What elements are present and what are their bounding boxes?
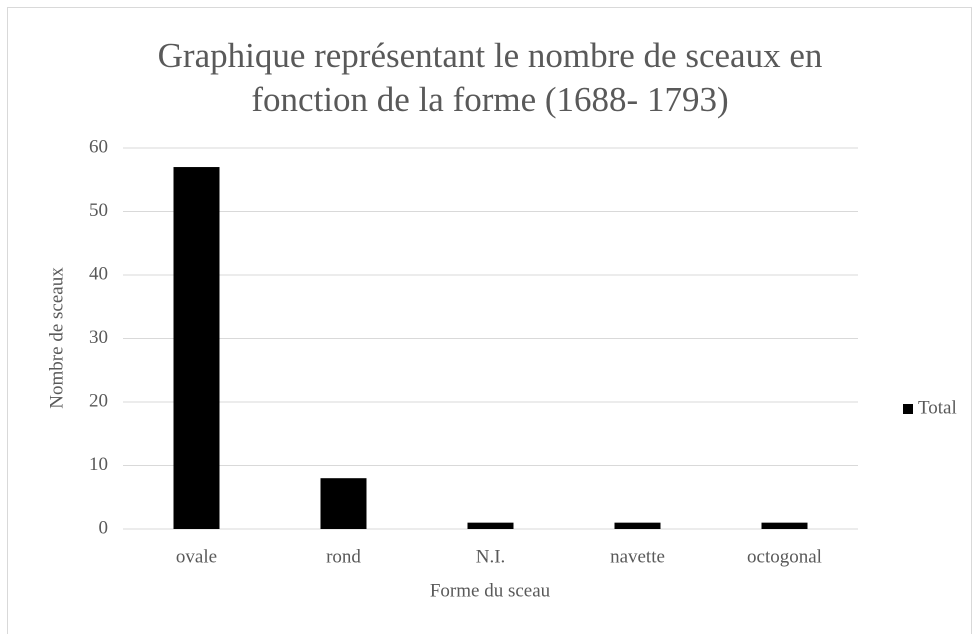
chart-border [7, 7, 972, 634]
bar [614, 522, 661, 529]
bar [467, 522, 514, 529]
x-axis-label: Forme du sceau [430, 580, 551, 601]
legend-label: Total [918, 397, 957, 418]
bar [173, 167, 220, 530]
bar [320, 478, 367, 529]
y-tick-label: 0 [99, 517, 109, 538]
x-tick-label: N.I. [476, 546, 506, 567]
legend-swatch [903, 404, 913, 414]
y-tick-label: 50 [89, 200, 108, 221]
x-tick-label: octogonal [747, 546, 822, 567]
y-tick-label: 10 [89, 454, 108, 475]
x-tick-label: rond [326, 546, 361, 567]
x-tick-label: ovale [176, 546, 217, 567]
y-axis-label: Nombre de sceaux [46, 267, 67, 409]
bar [761, 522, 808, 529]
y-tick-label: 40 [89, 263, 108, 284]
y-tick-label: 20 [89, 390, 108, 411]
x-tick-label: navette [610, 546, 665, 567]
y-tick-label: 60 [89, 136, 108, 157]
chart-title: Graphique représentant le nombre de scea… [157, 36, 823, 119]
y-tick-label: 30 [89, 327, 108, 348]
